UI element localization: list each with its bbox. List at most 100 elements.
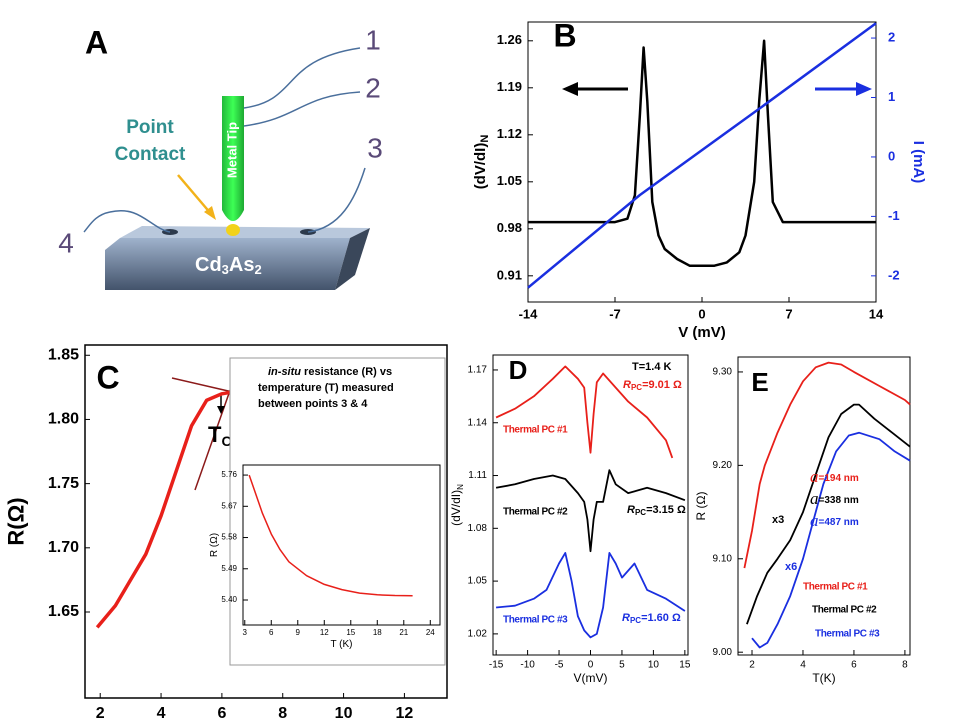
series-line bbox=[248, 474, 413, 597]
y-tick-label: 1.17 bbox=[468, 365, 488, 376]
panel-letter: A bbox=[85, 24, 108, 60]
inset-note: temperature (T) measured bbox=[258, 382, 394, 394]
pointer-arrow bbox=[177, 174, 213, 216]
y-tick-label: 0.98 bbox=[497, 220, 522, 235]
y-tick-label: 0.91 bbox=[497, 267, 522, 282]
x-tick-label: 4 bbox=[800, 660, 806, 671]
y2-axis-label: I (mA) bbox=[910, 141, 927, 184]
onset-label-part: T bbox=[208, 422, 222, 447]
plot-frame bbox=[242, 464, 441, 626]
x-tick-label: 6 bbox=[851, 660, 857, 671]
sample-label-part: 3 bbox=[222, 262, 229, 277]
y-tick-label: 9.10 bbox=[713, 553, 733, 564]
panel-letter: C bbox=[96, 359, 119, 395]
rpc-label-part: R bbox=[622, 612, 630, 624]
y-tick-label: 5.76 bbox=[221, 470, 237, 479]
x-tick-label: 18 bbox=[373, 628, 382, 637]
y2-tick-label: 1 bbox=[888, 89, 895, 104]
slab-side bbox=[335, 228, 370, 290]
x-tick-label: 9 bbox=[296, 628, 301, 637]
sample-label: Cd3As2 bbox=[195, 254, 262, 277]
series-label: Thermal PC #3 bbox=[815, 629, 880, 640]
plot-frame bbox=[737, 356, 911, 656]
series-line bbox=[495, 365, 674, 459]
panel-a bbox=[83, 47, 370, 290]
y-tick-label: 5.67 bbox=[221, 501, 237, 510]
series-label: Thermal PC #2 bbox=[812, 605, 877, 616]
x-tick-label: 12 bbox=[320, 628, 329, 637]
y-tick-label: 1.08 bbox=[468, 523, 488, 534]
y-tick-label: 5.49 bbox=[221, 564, 237, 573]
lead-label: 1 bbox=[365, 24, 381, 55]
x-tick-label: 10 bbox=[648, 660, 660, 671]
y-tick-label: 1.26 bbox=[497, 32, 522, 47]
x-tick-label: -7 bbox=[609, 306, 621, 321]
x-tick-label: 14 bbox=[869, 306, 884, 321]
slab-front bbox=[105, 238, 350, 290]
x-axis-label: T(K) bbox=[812, 671, 835, 685]
y-tick-label: 1.05 bbox=[497, 173, 522, 188]
y-tick-label: 1.19 bbox=[497, 79, 522, 94]
axis-arrow-head bbox=[562, 82, 578, 96]
y2-tick-label: -1 bbox=[888, 208, 900, 223]
slab-top bbox=[120, 226, 370, 238]
pointer-head bbox=[204, 206, 216, 220]
y-tick-label: 1.05 bbox=[468, 576, 488, 587]
size-label-part: a bbox=[810, 511, 819, 530]
y-axis-label: R(Ω) bbox=[4, 497, 29, 545]
x-tick-label: 6 bbox=[217, 705, 226, 720]
series-line bbox=[528, 39, 876, 267]
series-line bbox=[751, 431, 911, 649]
y-axis-label: R (Ω) bbox=[694, 492, 708, 521]
lead-label: 3 bbox=[367, 132, 383, 163]
x-tick-label: 24 bbox=[426, 628, 435, 637]
x-tick-label: 5 bbox=[619, 660, 625, 671]
rpc-label-part: =1.60 Ω bbox=[641, 612, 681, 624]
series-line bbox=[743, 361, 911, 569]
size-label-part: =338 nm bbox=[819, 495, 859, 506]
x-axis-label: V (mV) bbox=[678, 324, 726, 341]
y-axis-label-part: N bbox=[456, 484, 465, 490]
x-tick-label: 6 bbox=[269, 628, 274, 637]
inset-note: between points 3 & 4 bbox=[258, 398, 368, 410]
x-tick-label: -14 bbox=[519, 306, 539, 321]
series-line bbox=[527, 22, 877, 289]
x-tick-label: 15 bbox=[346, 628, 355, 637]
y-tick-label: 1.02 bbox=[468, 629, 488, 640]
sample-label-part: Cd bbox=[195, 254, 222, 276]
y-tick-label: 1.70 bbox=[48, 539, 79, 556]
y-tick-label: 5.40 bbox=[221, 595, 237, 604]
y-axis-label-part: N bbox=[479, 135, 491, 143]
rpc-label-part: PC bbox=[635, 508, 646, 517]
rpc-label-part: R bbox=[623, 379, 631, 391]
size-label: a=194 nm bbox=[810, 467, 859, 486]
y-tick-label: 1.85 bbox=[48, 346, 79, 363]
inset-note: in-situ resistance (R) vs bbox=[268, 366, 392, 378]
x-tick-label: 15 bbox=[679, 660, 691, 671]
lead-label: 2 bbox=[365, 72, 381, 103]
y-tick-label: 1.14 bbox=[468, 417, 488, 428]
y-tick-label: 1.65 bbox=[48, 603, 79, 620]
rpc-label-part: =3.15 Ω bbox=[646, 504, 686, 516]
y-axis-label: R (Ω) bbox=[209, 533, 220, 557]
x-tick-label: 10 bbox=[335, 705, 353, 720]
y2-tick-label: 0 bbox=[888, 148, 895, 163]
x-tick-label: 2 bbox=[749, 660, 755, 671]
wire bbox=[307, 167, 366, 233]
label: Point bbox=[126, 117, 174, 138]
size-label-part: =194 nm bbox=[819, 473, 859, 484]
size-label-part: =487 nm bbox=[819, 517, 859, 528]
panel-letter: E bbox=[751, 367, 768, 397]
temperature-label: T=1.4 K bbox=[632, 361, 671, 373]
lead-label: 4 bbox=[58, 227, 74, 258]
series-line bbox=[495, 469, 686, 553]
x-tick-label: -10 bbox=[520, 660, 535, 671]
y-tick-label: 1.80 bbox=[48, 411, 79, 428]
rpc-label-part: R bbox=[627, 504, 635, 516]
tip-label: Metal Tip bbox=[224, 122, 239, 178]
plot-frame bbox=[84, 344, 448, 699]
contact-point bbox=[226, 224, 240, 236]
x-axis-label: T (K) bbox=[330, 639, 352, 650]
series-label: Thermal PC #2 bbox=[503, 507, 568, 518]
